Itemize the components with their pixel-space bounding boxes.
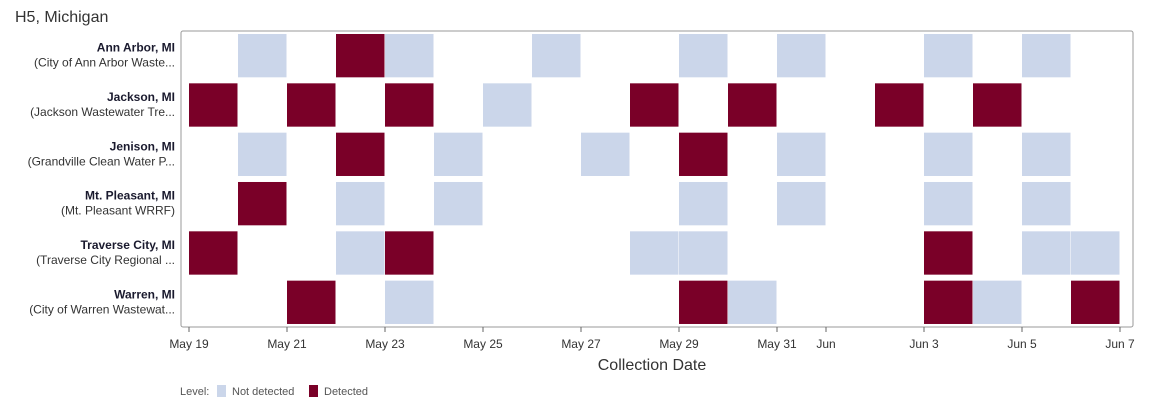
heat-cell — [336, 181, 385, 226]
heat-cell — [483, 83, 532, 127]
heat-cell — [679, 181, 728, 226]
heat-cell — [287, 280, 336, 324]
heat-cell — [728, 83, 777, 127]
heat-cell — [777, 132, 826, 176]
heat-cell — [924, 280, 973, 324]
x-tick-label: May 29 — [659, 337, 699, 351]
heat-cell — [385, 231, 434, 275]
legend-swatch — [217, 385, 226, 397]
legend-item-label: Not detected — [232, 386, 294, 398]
site-facility-label: (Grandville Clean Water P... — [28, 154, 175, 168]
heat-cell — [336, 231, 385, 275]
heat-cell — [973, 280, 1022, 324]
heat-cell — [532, 34, 581, 78]
heat-cell — [1022, 34, 1071, 78]
heat-cell — [189, 83, 238, 127]
heat-cell — [973, 83, 1022, 127]
heat-cell — [238, 34, 287, 78]
heat-cell — [777, 34, 826, 78]
legend-item-label: Detected — [324, 386, 368, 398]
heat-cell — [1022, 181, 1071, 226]
heat-cell — [924, 34, 973, 78]
x-tick-label: May 31 — [757, 337, 797, 351]
x-tick-label: May 27 — [561, 337, 601, 351]
x-tick-label: May 23 — [365, 337, 405, 351]
site-facility-label: (Mt. Pleasant WRRF) — [61, 204, 175, 218]
heat-cell — [728, 280, 777, 324]
heat-cell — [238, 132, 287, 176]
heat-cell — [679, 132, 728, 176]
heat-cell — [679, 34, 728, 78]
site-facility-label: (Jackson Wastewater Tre... — [30, 105, 175, 119]
heat-cell — [238, 181, 287, 226]
heat-cell — [1022, 132, 1071, 176]
heat-cell — [434, 132, 483, 176]
legend-swatch — [309, 385, 318, 397]
heat-cell — [336, 34, 385, 78]
site-facility-label: (City of Ann Arbor Waste... — [34, 56, 175, 70]
heat-cell — [1071, 280, 1120, 324]
x-tick-label: Jun 5 — [1007, 337, 1037, 351]
legend-title: Level: — [180, 386, 209, 398]
heat-cell — [287, 83, 336, 127]
site-facility-label: (City of Warren Wastewat... — [29, 302, 175, 316]
heat-cell — [679, 280, 728, 324]
heat-cell — [189, 231, 238, 275]
site-name-label: Warren, MI — [114, 287, 175, 301]
site-name-label: Jackson, MI — [107, 90, 175, 104]
x-tick-label: Jun 3 — [909, 337, 939, 351]
heat-cell — [777, 181, 826, 226]
site-name-label: Traverse City, MI — [81, 238, 176, 252]
heat-cell — [924, 181, 973, 226]
x-tick-label: May 25 — [463, 337, 503, 351]
site-name-label: Ann Arbor, MI — [97, 41, 175, 55]
x-tick-label: May 19 — [169, 337, 209, 351]
heat-cell — [1022, 231, 1071, 275]
site-name-label: Mt. Pleasant, MI — [85, 189, 175, 203]
site-facility-label: (Traverse City Regional ... — [36, 253, 175, 267]
heat-cell — [385, 34, 434, 78]
heat-cell — [581, 132, 630, 176]
x-axis-title: Collection Date — [598, 357, 707, 374]
x-tick-label: Jun — [816, 337, 835, 351]
page-title: H5, Michigan — [15, 9, 109, 26]
site-name-label: Jenison, MI — [110, 139, 175, 153]
heat-cell — [875, 83, 924, 127]
x-tick-label: May 21 — [267, 337, 307, 351]
heat-cell — [924, 231, 973, 275]
heat-cell — [385, 83, 434, 127]
heat-cell — [630, 231, 679, 275]
x-tick-label: Jun 7 — [1105, 337, 1135, 351]
heat-cell — [434, 181, 483, 226]
heat-cell — [630, 83, 679, 127]
heat-cell — [924, 132, 973, 176]
heat-cell — [679, 231, 728, 275]
heat-cell — [1071, 231, 1120, 275]
heat-cell — [336, 132, 385, 176]
heat-cell — [385, 280, 434, 324]
